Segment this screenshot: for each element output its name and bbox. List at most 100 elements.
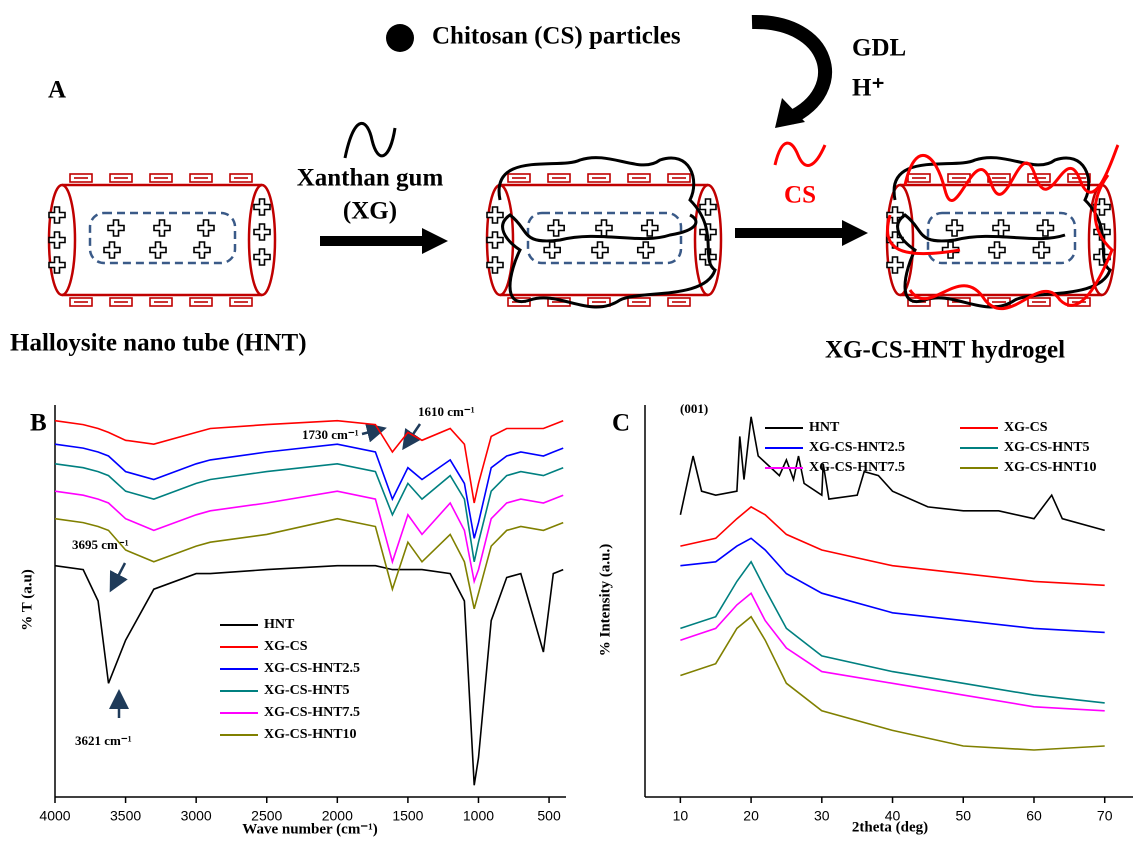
plus-charge	[253, 248, 271, 266]
hnt-label: Halloysite nano tube (HNT)	[10, 330, 307, 357]
plus-charge	[149, 241, 167, 259]
plus-charge	[945, 219, 964, 237]
legend-label: XG-CS-HNT2.5	[809, 440, 905, 455]
arrow-head	[422, 228, 448, 254]
x-tick-label: 4000	[39, 808, 70, 824]
plus-charge	[640, 219, 659, 237]
annotation: (001)	[680, 401, 708, 416]
legend-label: HNT	[809, 420, 840, 435]
x-axis-label: Wave number (cm⁻¹)	[242, 821, 377, 837]
legend-label: HNT	[264, 617, 295, 632]
chart-c: C 2theta (deg) % Intensity (a.u.) (001) …	[597, 401, 1133, 835]
plus-charge	[988, 241, 1006, 259]
x-axis-label: 2theta (deg)	[852, 819, 928, 835]
legend-label: XG-CS-HNT7.5	[264, 705, 360, 720]
legend-label: XG-CS-HNT5	[1004, 440, 1090, 455]
x-tick-label: 1000	[463, 808, 494, 824]
x-tick-label: 30	[814, 808, 830, 824]
annotation-arrow	[109, 562, 128, 593]
plus-charge	[591, 241, 609, 259]
x-tick-label: 2000	[322, 808, 353, 824]
plus-charge	[1032, 241, 1051, 259]
series-line	[680, 505, 1105, 587]
tube-lumen	[88, 211, 237, 265]
legend-label: XG-CS-HNT10	[264, 727, 357, 742]
series-line	[680, 560, 1105, 704]
plus-charge	[486, 256, 504, 274]
chart-b: B Wave number (cm⁻¹) % T (a.u) 1730 cm⁻¹…	[19, 404, 566, 837]
tube-end	[247, 183, 277, 297]
plus-charge	[107, 219, 125, 237]
legend-label: XG-CS-HNT5	[264, 683, 350, 698]
annotation: 1730 cm⁻¹	[302, 427, 359, 442]
plus-charge	[699, 198, 717, 216]
plus-charge	[636, 241, 655, 259]
plus-charge	[1036, 219, 1055, 237]
tube-lumen	[526, 211, 683, 265]
x-tick-label: 10	[673, 808, 689, 824]
plus-charge	[886, 256, 904, 274]
legend-label: XG-CS	[1004, 420, 1048, 435]
plus-charge	[103, 241, 121, 259]
series-line	[679, 416, 1105, 532]
curved-arrow-head	[775, 98, 805, 128]
plus-charge	[48, 206, 66, 224]
series-line	[54, 443, 564, 539]
plus-charge	[547, 219, 565, 237]
panel-label: B	[30, 410, 47, 437]
reagent: GDL	[852, 35, 906, 62]
annotation: 3695 cm⁻¹	[72, 537, 129, 552]
x-tick-label: 60	[1026, 808, 1042, 824]
plus-charge	[253, 223, 271, 241]
hnt-tube	[485, 173, 723, 307]
legend-label: XG-CS	[264, 639, 308, 654]
cs-chain	[886, 144, 1120, 310]
series-line	[680, 537, 1105, 634]
series-line	[54, 462, 564, 562]
tube-lumen	[926, 211, 1077, 265]
schematic: A Chitosan (CS) particles GDL H⁺ Xanthan…	[10, 14, 1117, 364]
plus-charge	[153, 219, 171, 237]
legend-label: XG-CS-HNT10	[1004, 460, 1097, 475]
y-axis-label: % Intensity (a.u.)	[597, 544, 613, 657]
legend-label: XG-CS-HNT2.5	[264, 661, 360, 676]
product-label: XG-CS-HNT hydrogel	[825, 337, 1065, 364]
x-tick-label: 40	[885, 808, 901, 824]
hnt-tube	[47, 173, 277, 307]
plus-charge	[193, 241, 211, 259]
polymer-wraps	[497, 144, 1120, 310]
plus-charge	[543, 241, 561, 259]
plus-charge	[197, 219, 215, 237]
xg-label: Xanthan gum	[297, 165, 444, 192]
x-tick-label: 3000	[181, 808, 212, 824]
particles-label: Chitosan (CS) particles	[432, 23, 681, 50]
x-tick-label: 20	[743, 808, 759, 824]
plus-charge	[486, 231, 504, 249]
plus-charge	[48, 256, 66, 274]
panel-label: C	[612, 410, 630, 437]
series-line	[680, 591, 1105, 712]
y-axis-label: % T (a.u)	[19, 569, 35, 631]
cs-icon	[773, 141, 827, 167]
tube-end	[693, 183, 723, 297]
series-line	[54, 517, 564, 610]
series-line	[680, 615, 1105, 751]
plus-charge	[486, 206, 504, 224]
annotation: 3621 cm⁻¹	[75, 733, 132, 748]
xg-chain	[892, 156, 1112, 309]
cs-label: CS	[784, 182, 816, 209]
x-tick-label: 50	[955, 808, 971, 824]
plus-charge	[992, 219, 1010, 237]
legend-label: XG-CS-HNT7.5	[809, 460, 905, 475]
series-line	[54, 490, 564, 585]
panel-label: A	[48, 77, 66, 104]
x-tick-label: 2500	[251, 808, 282, 824]
annotation: 1610 cm⁻¹	[418, 404, 475, 419]
x-tick-label: 70	[1097, 808, 1113, 824]
x-tick-label: 500	[537, 808, 561, 824]
xg-label: (XG)	[343, 198, 397, 225]
arrow-head	[842, 220, 868, 246]
series-line	[54, 564, 564, 786]
series-line	[54, 419, 564, 504]
